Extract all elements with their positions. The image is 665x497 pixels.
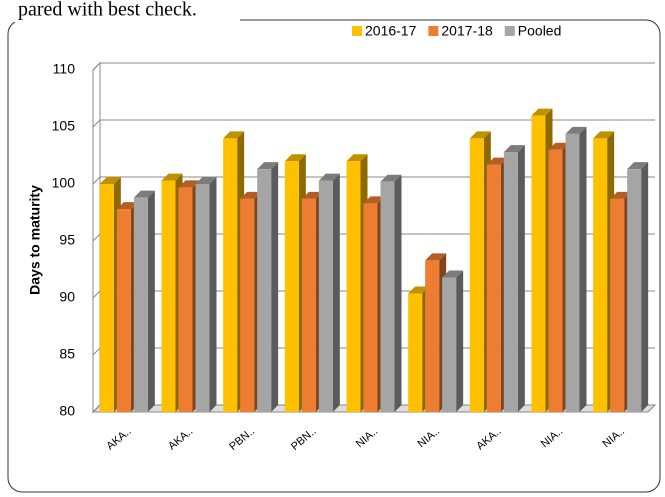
- bar-top: [99, 177, 121, 184]
- bar-top: [161, 173, 183, 181]
- bar: [380, 181, 395, 412]
- bar-top: [565, 126, 587, 134]
- bar-top: [346, 154, 368, 162]
- bar: [301, 198, 316, 412]
- bar-top: [469, 131, 491, 139]
- bar-side: [332, 173, 340, 412]
- bar: [486, 164, 501, 412]
- bar: [548, 149, 563, 413]
- legend-swatch: [352, 26, 362, 36]
- legend-swatch: [504, 26, 515, 36]
- bar-side: [641, 162, 649, 412]
- bar-top: [178, 180, 200, 188]
- bar: [161, 180, 176, 412]
- bar-side: [271, 162, 279, 412]
- bar: [531, 115, 546, 412]
- bar: [346, 161, 361, 412]
- legend-label: 2017-18: [441, 23, 493, 39]
- bar-top: [284, 154, 306, 162]
- bar-top: [442, 270, 464, 278]
- bar: [240, 198, 255, 412]
- y-tick-label: 100: [52, 175, 76, 191]
- bar-top: [240, 191, 262, 199]
- bar: [593, 138, 608, 412]
- legend-label: Pooled: [518, 23, 562, 39]
- bar: [284, 161, 299, 412]
- bar: [408, 293, 423, 412]
- bar: [133, 197, 148, 412]
- bar-side: [209, 177, 217, 412]
- bar-top: [610, 191, 632, 199]
- grid-line: [92, 62, 655, 71]
- bar-top: [257, 162, 279, 170]
- bar: [503, 152, 518, 412]
- bar: [363, 203, 378, 412]
- bar: [425, 260, 440, 412]
- y-tick-label: 80: [59, 403, 75, 419]
- bar: [195, 184, 210, 412]
- y-tick-label: 90: [59, 289, 75, 305]
- bar-top: [133, 190, 155, 198]
- bar-side: [579, 126, 587, 412]
- bar-top: [116, 202, 138, 210]
- y-tick-label: 95: [59, 232, 75, 248]
- chart-title: pared with best check.: [18, 0, 197, 21]
- y-tick-label: 110: [53, 61, 76, 77]
- y-tick-label: 105: [52, 118, 76, 134]
- y-axis-label: Days to maturity: [27, 185, 43, 295]
- bar: [318, 180, 333, 412]
- bar-top: [301, 191, 323, 199]
- legend-swatch: [428, 26, 439, 36]
- bar: [469, 138, 484, 412]
- bar-top: [486, 157, 508, 165]
- bar-side: [517, 145, 525, 412]
- bar-top: [548, 142, 570, 150]
- bar: [610, 198, 625, 412]
- bar-top: [593, 131, 615, 139]
- bar-top: [425, 253, 447, 261]
- bar-top: [318, 173, 340, 181]
- legend-label: 2016-17: [365, 23, 417, 39]
- bar-top: [408, 286, 430, 294]
- bar: [442, 277, 457, 412]
- bar: [257, 169, 272, 412]
- bar-side: [394, 174, 402, 412]
- bar-top: [223, 131, 245, 139]
- bar-top: [195, 177, 217, 184]
- bar: [99, 184, 114, 412]
- bar: [627, 169, 642, 412]
- bar-top: [380, 174, 402, 182]
- bar: [116, 209, 131, 412]
- y-tick-label: 85: [59, 346, 75, 362]
- bar-top: [363, 196, 385, 204]
- title-background: [0, 0, 240, 22]
- bar-top: [503, 145, 525, 153]
- grid-line: [92, 119, 655, 128]
- bar-top: [531, 108, 553, 116]
- bar-side: [456, 270, 464, 412]
- bar: [178, 187, 193, 412]
- bar-side: [147, 190, 155, 412]
- bar-top: [627, 162, 649, 170]
- bar: [565, 133, 580, 412]
- bar: [223, 138, 238, 412]
